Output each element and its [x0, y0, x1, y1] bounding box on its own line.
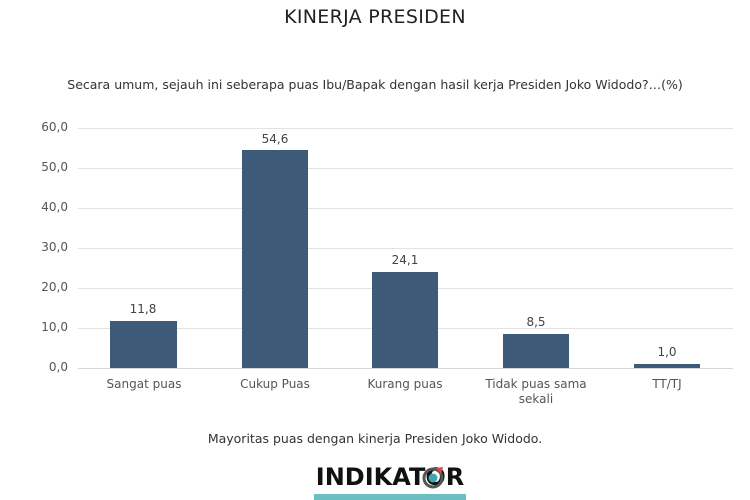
bar-kurang-puas: [372, 272, 438, 368]
x-label-kurang-puas: Kurang puas: [367, 377, 443, 391]
value-label: 54,6: [261, 132, 289, 146]
gridline: [78, 128, 733, 129]
bar-chart: 60,0 50,0 40,0 30,0 20,0 10,0 0,0 11,8 5…: [41, 120, 733, 406]
x-label-tt-tj: TT/TJ: [652, 377, 682, 391]
value-label: 1,0: [657, 345, 677, 359]
value-label: 24,1: [391, 253, 419, 267]
y-tick-30: 30,0: [41, 240, 68, 254]
chart-title: KINERJA PRESIDEN: [284, 6, 466, 28]
bar-tt-tj: [634, 364, 700, 368]
logo-underline: [314, 494, 466, 500]
gridline: [78, 168, 733, 169]
gridline: [78, 208, 733, 209]
value-label: 11,8: [129, 302, 157, 316]
value-label: 8,5: [526, 315, 546, 329]
y-tick-10: 10,0: [41, 320, 68, 334]
y-tick-60: 60,0: [41, 120, 68, 134]
x-label-sangat-puas: Sangat puas: [106, 377, 182, 391]
x-label-cukup-puas: Cukup Puas: [240, 377, 310, 391]
gridline: [78, 248, 733, 249]
bar-sangat-puas: [110, 321, 177, 368]
logo-text: INDIKATOR: [315, 463, 465, 491]
indikator-logo: INDIKATOR: [310, 463, 470, 500]
chart-annotation: Mayoritas puas dengan kinerja Presiden J…: [207, 431, 543, 446]
y-tick-40: 40,0: [41, 200, 68, 214]
logo-target-icon: [422, 467, 444, 489]
bar-tidak-puas: [503, 334, 569, 368]
bar-cukup-puas: [242, 150, 308, 368]
x-label-tidak-puas: Tidak puas sama sekali: [485, 377, 587, 406]
x-axis-line: [78, 368, 733, 369]
y-tick-0: 0,0: [48, 360, 68, 374]
chart-subtitle: Secara umum, sejauh ini seberapa puas Ib…: [67, 77, 683, 92]
y-tick-20: 20,0: [41, 280, 68, 294]
y-tick-50: 50,0: [41, 160, 68, 174]
